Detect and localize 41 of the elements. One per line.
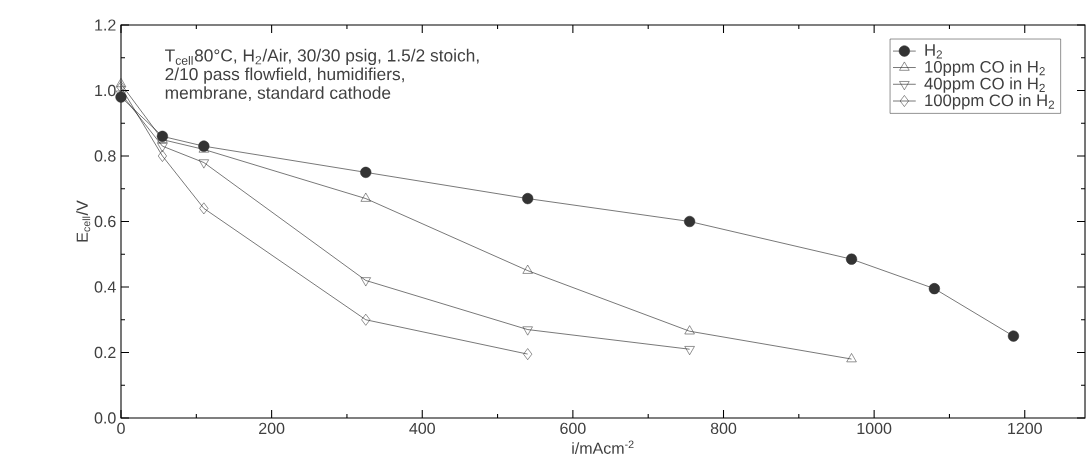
- x-tick-label: 800: [710, 422, 737, 435]
- point: [684, 325, 695, 335]
- point: [522, 192, 534, 205]
- legend-label: H$_{2}$: [925, 44, 942, 59]
- point: [1007, 330, 1020, 342]
- point: [361, 313, 371, 326]
- y-tick-label: 0.2: [94, 346, 116, 359]
- point: [115, 78, 127, 88]
- legend-label: 40ppm CO in H$_{2}$: [924, 77, 1045, 93]
- point: [684, 346, 695, 356]
- point: [360, 192, 371, 202]
- x-tick-label: 1200: [1008, 422, 1042, 435]
- y-tick-label: 1.2: [95, 19, 116, 31]
- point: [360, 277, 371, 287]
- point: [846, 353, 857, 363]
- point: [198, 159, 209, 169]
- point: [845, 253, 858, 265]
- y-tick-label: 1.0: [95, 84, 116, 97]
- y-tick-label: 0.8: [94, 150, 116, 162]
- x-tick-label: 1000: [857, 422, 892, 435]
- point: [360, 166, 372, 178]
- legend-label: 10ppm CO in H$_{2}$: [925, 60, 1045, 77]
- point: [199, 202, 209, 215]
- point: [684, 215, 696, 228]
- point: [928, 283, 940, 295]
- annotation: 2/10 pass flowfield, humidifiers,: [165, 67, 404, 84]
- legend-label: 100ppm CO in H$_{2}$: [925, 93, 1055, 110]
- point: [523, 348, 533, 361]
- y-tick-label: 0.4: [94, 281, 116, 293]
- x-axis-title: i/mAcm$^{-2}$: [572, 440, 634, 454]
- annotation: T$_{cell}$80°C, H$_{2}$/Air, 30/30 psig, 1.5/2 stoich,: [165, 48, 479, 65]
- x-tick-label: 200: [259, 422, 285, 435]
- x-tick-label: 400: [409, 422, 435, 435]
- y-axis-title: E$_{cell}$/V: [76, 200, 91, 242]
- annotation: membrane, standard cathode: [165, 86, 391, 101]
- y-tick-label: 0.6: [94, 215, 116, 228]
- point: [522, 326, 533, 336]
- point: [522, 264, 533, 274]
- y-tick-label: 0.0: [94, 412, 116, 424]
- x-tick-label: 0: [117, 422, 125, 435]
- x-tick-label: 600: [560, 422, 586, 435]
